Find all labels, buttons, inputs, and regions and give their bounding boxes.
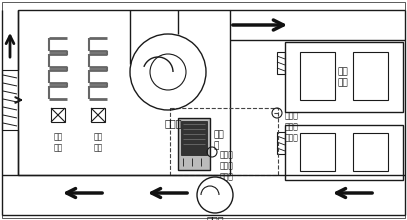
Bar [277,52,285,74]
Bar [51,108,65,122]
Text: 回風機: 回風機 [206,215,224,220]
Bar [18,10,230,175]
Circle shape [197,177,233,213]
Bar [178,118,210,170]
Text: 加熱
盤管: 加熱 盤管 [93,132,103,152]
Text: 變頻
器: 變頻 器 [213,130,224,150]
Bar [353,52,388,100]
Bar [353,133,388,171]
Bar [285,125,403,180]
Text: 送風機: 送風機 [164,118,182,128]
Bar [2,70,18,130]
Text: 室外空
氣壓力
感知器: 室外空 氣壓力 感知器 [220,150,234,181]
Bar [170,108,278,175]
Bar [285,42,403,112]
Bar [277,132,285,154]
Bar [181,121,207,155]
Bar [300,52,335,100]
Bar [300,133,335,171]
Text: 室內空
氣壓力
感知器: 室內空 氣壓力 感知器 [285,111,299,142]
Text: 冷卻
盤管: 冷卻 盤管 [53,132,63,152]
Text: 空調
區間: 空調 區間 [338,67,348,87]
Bar [91,108,105,122]
